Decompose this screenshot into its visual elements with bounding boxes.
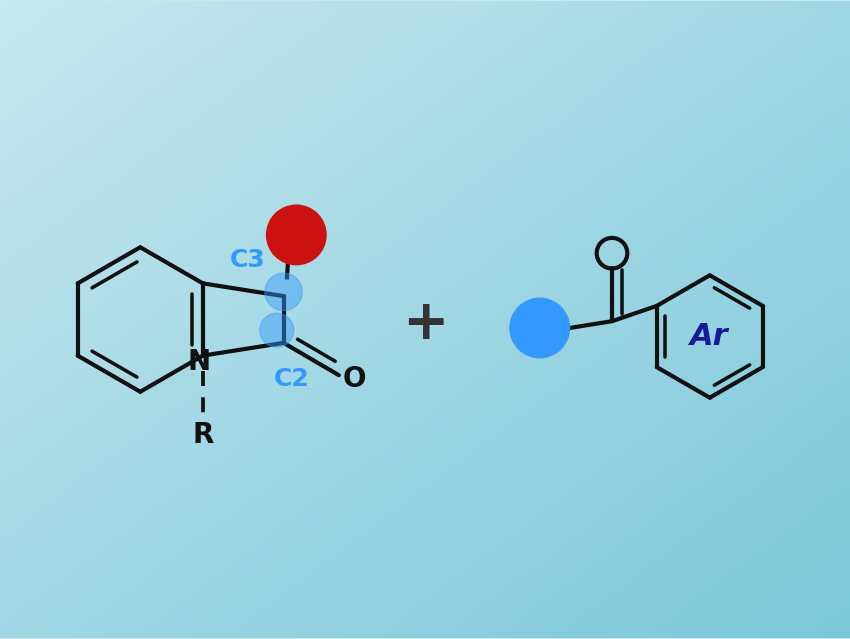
Circle shape xyxy=(267,205,326,265)
Circle shape xyxy=(510,298,570,358)
Text: +: + xyxy=(402,296,448,351)
Circle shape xyxy=(265,273,303,311)
Text: N: N xyxy=(187,348,210,376)
Text: C3: C3 xyxy=(230,249,266,272)
Text: Ar: Ar xyxy=(690,322,729,351)
Text: O: O xyxy=(343,366,366,394)
Text: C2: C2 xyxy=(275,367,310,390)
Text: R: R xyxy=(192,420,213,449)
Circle shape xyxy=(260,313,294,347)
